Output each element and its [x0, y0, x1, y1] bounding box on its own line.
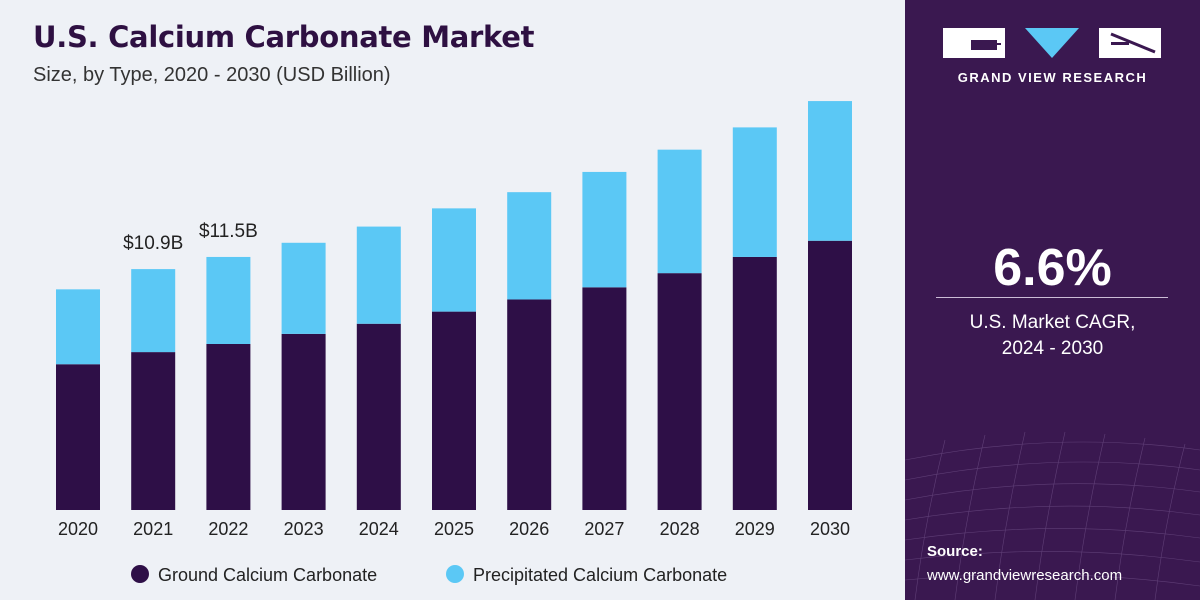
bar-ground-2022 — [206, 344, 251, 510]
bar-ground-2020 — [56, 364, 100, 510]
cagr-value: 6.6% — [993, 239, 1112, 297]
cagr-label-line1: U.S. Market CAGR, — [969, 312, 1136, 333]
chart-subtitle: Size, by Type, 2020 - 2030 (USD Billion) — [33, 64, 391, 86]
bar-ground-2029 — [732, 256, 777, 510]
x-tick-label: 2023 — [284, 519, 324, 539]
bar-ground-2026 — [507, 299, 552, 510]
data-label: $11.5B — [199, 221, 258, 242]
x-tick-label: 2024 — [359, 519, 399, 539]
bar-precipitated-2027 — [582, 171, 627, 288]
bar-ground-2021 — [131, 352, 176, 510]
legend-marker — [131, 565, 149, 583]
wave-grid-decoration — [905, 431, 1200, 600]
gvr-logo-icon — [943, 28, 1161, 58]
bar-ground-2023 — [281, 333, 326, 510]
x-tick-label: 2025 — [434, 519, 474, 539]
bar-precipitated-2024 — [356, 226, 401, 324]
bar-precipitated-2025 — [432, 208, 476, 312]
source-link[interactable]: www.grandviewresearch.com — [927, 567, 1123, 584]
bar-ground-2025 — [432, 311, 476, 510]
bar-ground-2030 — [808, 240, 852, 510]
legend-label: Precipitated Calcium Carbonate — [473, 565, 727, 585]
bar-ground-2024 — [356, 323, 401, 510]
chart-title: U.S. Calcium Carbonate Market — [33, 20, 535, 54]
bar-precipitated-2021 — [131, 269, 176, 353]
x-tick-label: 2022 — [208, 519, 248, 539]
divider — [936, 297, 1168, 298]
x-tick-label: 2026 — [509, 519, 549, 539]
bar-precipitated-2020 — [56, 289, 100, 365]
x-tick-label: 2020 — [58, 519, 98, 539]
bar-precipitated-2026 — [507, 192, 552, 300]
chart-panel: U.S. Calcium Carbonate Market Size, by T… — [33, 20, 852, 585]
cagr-label-line2: 2024 - 2030 — [1001, 338, 1104, 359]
x-tick-label: 2029 — [735, 519, 775, 539]
bar-precipitated-2029 — [732, 127, 777, 257]
x-tick-label: 2027 — [584, 519, 624, 539]
x-tick-label: 2028 — [660, 519, 700, 539]
bar-precipitated-2030 — [808, 101, 852, 241]
info-sidebar: GRAND VIEW RESEARCH 6.6% U.S. Market CAG… — [905, 0, 1200, 600]
cagr-label: U.S. Market CAGR, 2024 - 2030 — [905, 310, 1200, 362]
legend-marker — [446, 565, 464, 583]
bar-ground-2027 — [582, 287, 627, 510]
bar-precipitated-2028 — [657, 149, 702, 274]
source-label: Source: — [927, 543, 983, 560]
data-label: $10.9B — [123, 233, 183, 254]
bar-ground-2028 — [657, 273, 702, 510]
bar-precipitated-2023 — [281, 242, 326, 334]
x-tick-label: 2030 — [810, 519, 850, 539]
bar-precipitated-2022 — [206, 256, 251, 344]
brand-name: GRAND VIEW RESEARCH — [957, 70, 1148, 85]
stacked-bar-chart: 2020 2021 2022 2023 2024 2025 2026 2027 2028 2029… — [56, 101, 852, 585]
legend-label: Ground Calcium Carbonate — [158, 565, 377, 585]
x-tick-label: 2021 — [133, 519, 173, 539]
